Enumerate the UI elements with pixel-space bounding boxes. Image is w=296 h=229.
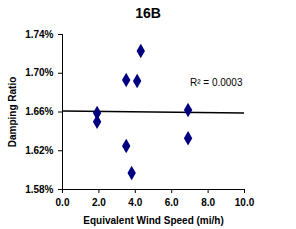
svg-text:Damping Ratio: Damping Ratio [7,77,18,148]
svg-text:R² = 0.0003: R² = 0.0003 [190,77,243,88]
svg-text:Equivalent Wind Speed (mi/h): Equivalent Wind Speed (mi/h) [83,215,223,226]
svg-text:1.70%: 1.70% [25,67,53,78]
html-text:16B: 16B [135,5,161,21]
svg-text:6.0: 6.0 [165,197,179,208]
svg-text:2.0: 2.0 [92,197,106,208]
svg-text:0.0: 0.0 [56,197,70,208]
svg-text:1.66%: 1.66% [25,106,53,117]
svg-text:10.0: 10.0 [235,197,255,208]
svg-text:4.0: 4.0 [128,197,142,208]
svg-text:1.58%: 1.58% [25,184,53,195]
svg-text:1.74%: 1.74% [25,29,53,40]
svg-text:1.62%: 1.62% [25,145,53,156]
svg-text:8.0: 8.0 [201,197,215,208]
